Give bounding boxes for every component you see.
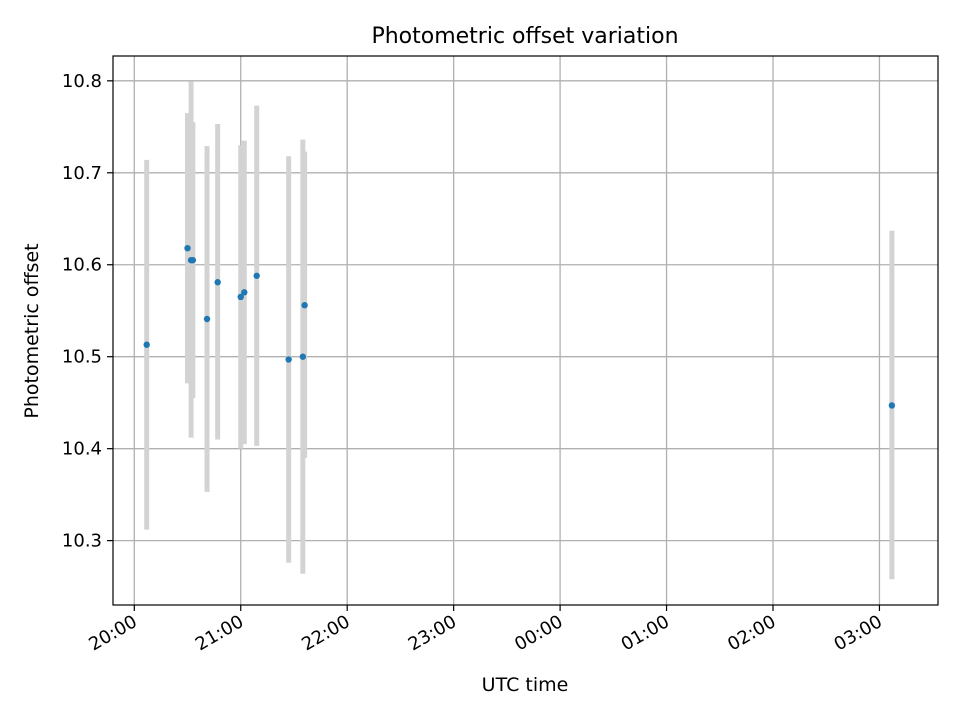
data-point <box>184 244 191 252</box>
plot-area <box>112 55 939 606</box>
data-point <box>214 279 221 286</box>
y-tick-label: 10.4 <box>62 439 102 460</box>
data-point <box>301 302 308 309</box>
x-axis-label: UTC time <box>482 674 569 696</box>
y-axis-label: Photometric offset <box>21 243 43 418</box>
y-tick-label: 10.5 <box>62 347 102 368</box>
chart-title: Photometric offset variation <box>371 24 678 49</box>
data-point <box>189 256 197 264</box>
y-tick-label: 10.3 <box>62 531 102 552</box>
data-point <box>241 289 248 296</box>
data-point <box>143 341 150 348</box>
data-point <box>285 356 292 363</box>
data-point <box>888 402 896 409</box>
data-point <box>203 315 211 323</box>
data-point <box>299 353 307 360</box>
y-axis-ticks: 10.3 10.4 10.5 10.6 10.7 10.8 <box>62 71 113 552</box>
data-points <box>143 244 896 409</box>
grid <box>113 56 938 605</box>
y-tick-label: 10.6 <box>62 255 102 276</box>
y-tick-label: 10.7 <box>62 163 102 184</box>
data-point <box>237 293 244 301</box>
data-point <box>253 272 260 279</box>
y-tick-label: 10.8 <box>62 71 102 92</box>
